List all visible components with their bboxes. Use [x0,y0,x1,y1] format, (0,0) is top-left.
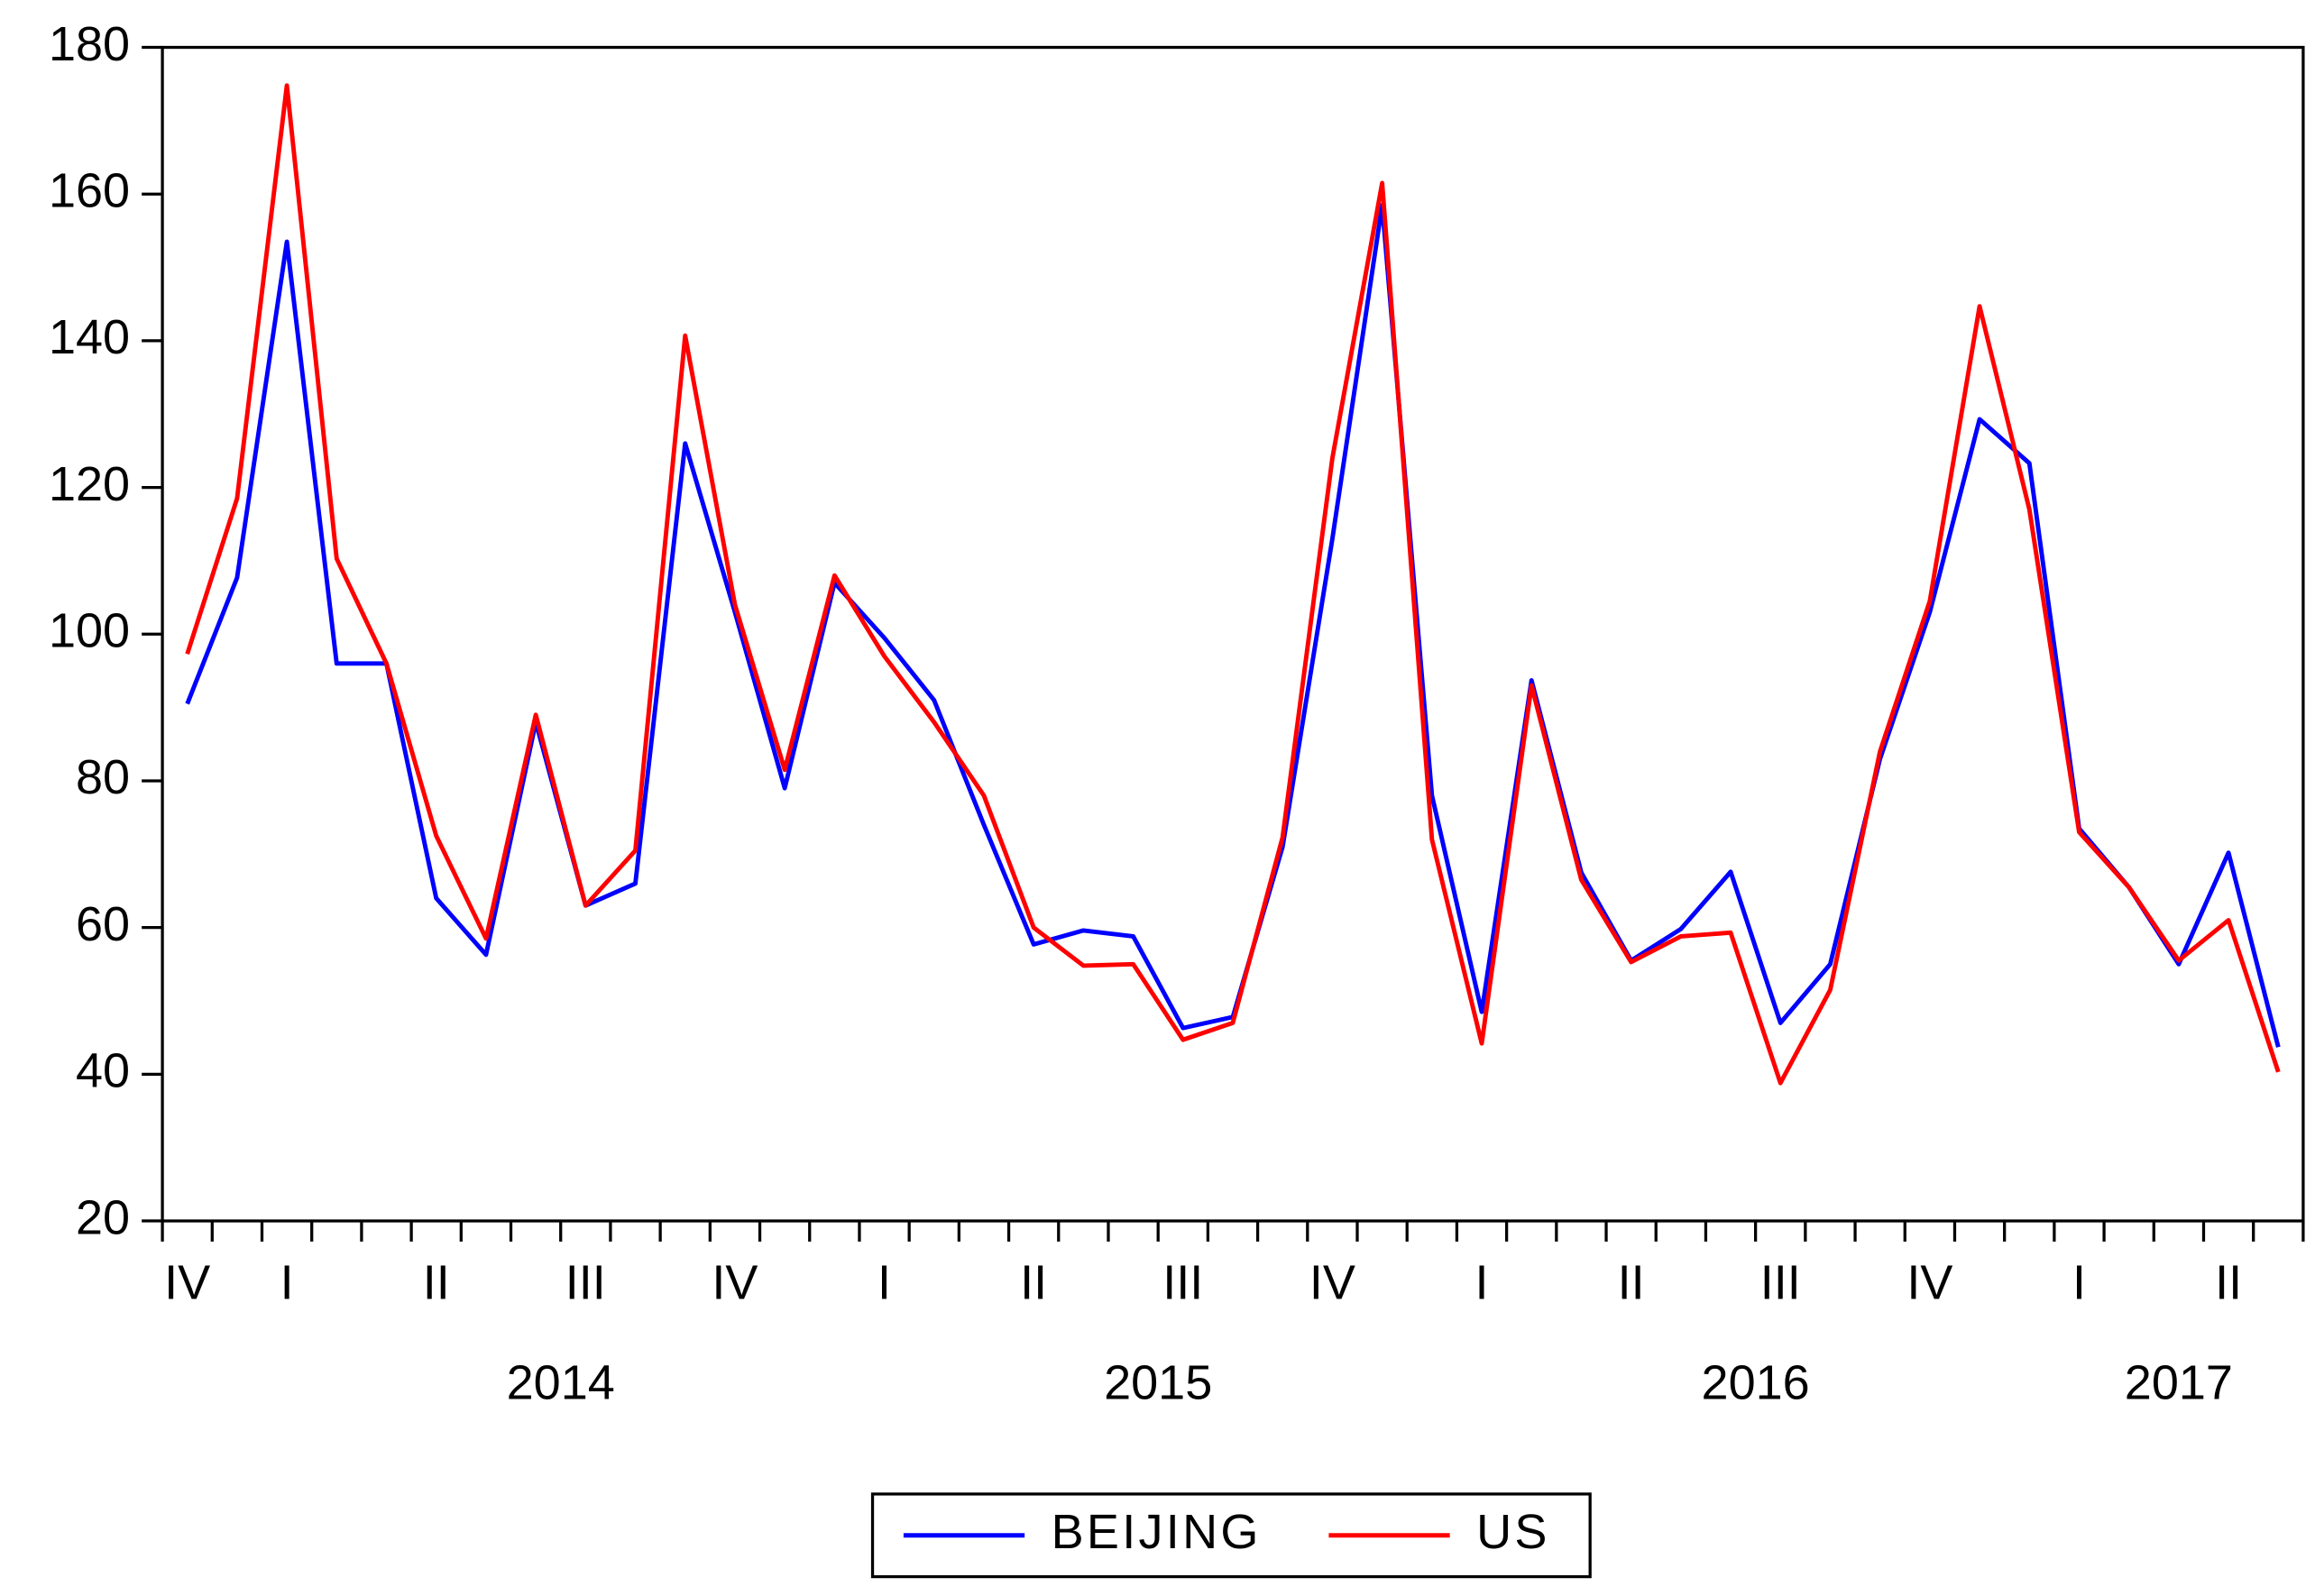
x-tick-label: II [2215,1255,2242,1309]
y-tick-label: 60 [76,897,130,951]
x-tick-label: I [1475,1255,1489,1309]
plot-frame [161,45,2305,1223]
x-tick-label: IV [1309,1255,1355,1309]
x-tick-label: III [1162,1255,1203,1309]
x-tick-label: I [2072,1255,2086,1309]
x-tick-label: II [1020,1255,1047,1309]
x-tick-label: III [565,1255,606,1309]
series-line [185,83,2281,1086]
year-label: 2017 [2125,1356,2233,1410]
x-tick-label: II [423,1255,450,1309]
x-tick-label: IV [1906,1255,1952,1309]
x-tick-label: I [280,1255,294,1309]
legend-label: US [1476,1505,1550,1559]
x-tick-label: III [1760,1255,1801,1309]
year-label: 2016 [1702,1356,1810,1410]
y-tick-label: 180 [49,17,130,71]
y-tick-label: 40 [76,1044,130,1098]
x-tick-label: IV [164,1255,210,1309]
legend-label: BEIJING [1052,1505,1262,1559]
y-tick-label: 80 [76,750,130,804]
x-tick-label: II [1618,1255,1645,1309]
y-tick-label: 100 [49,604,130,658]
y-tick-label: 20 [76,1190,130,1244]
x-tick-label: I [877,1255,891,1309]
x-tick-label: IV [712,1255,758,1309]
year-label: 2014 [507,1356,615,1410]
y-tick-label: 120 [49,457,130,511]
series-line [185,202,2281,1048]
y-tick-label: 160 [49,163,130,217]
year-label: 2015 [1104,1356,1212,1410]
y-tick-label: 140 [49,310,130,364]
